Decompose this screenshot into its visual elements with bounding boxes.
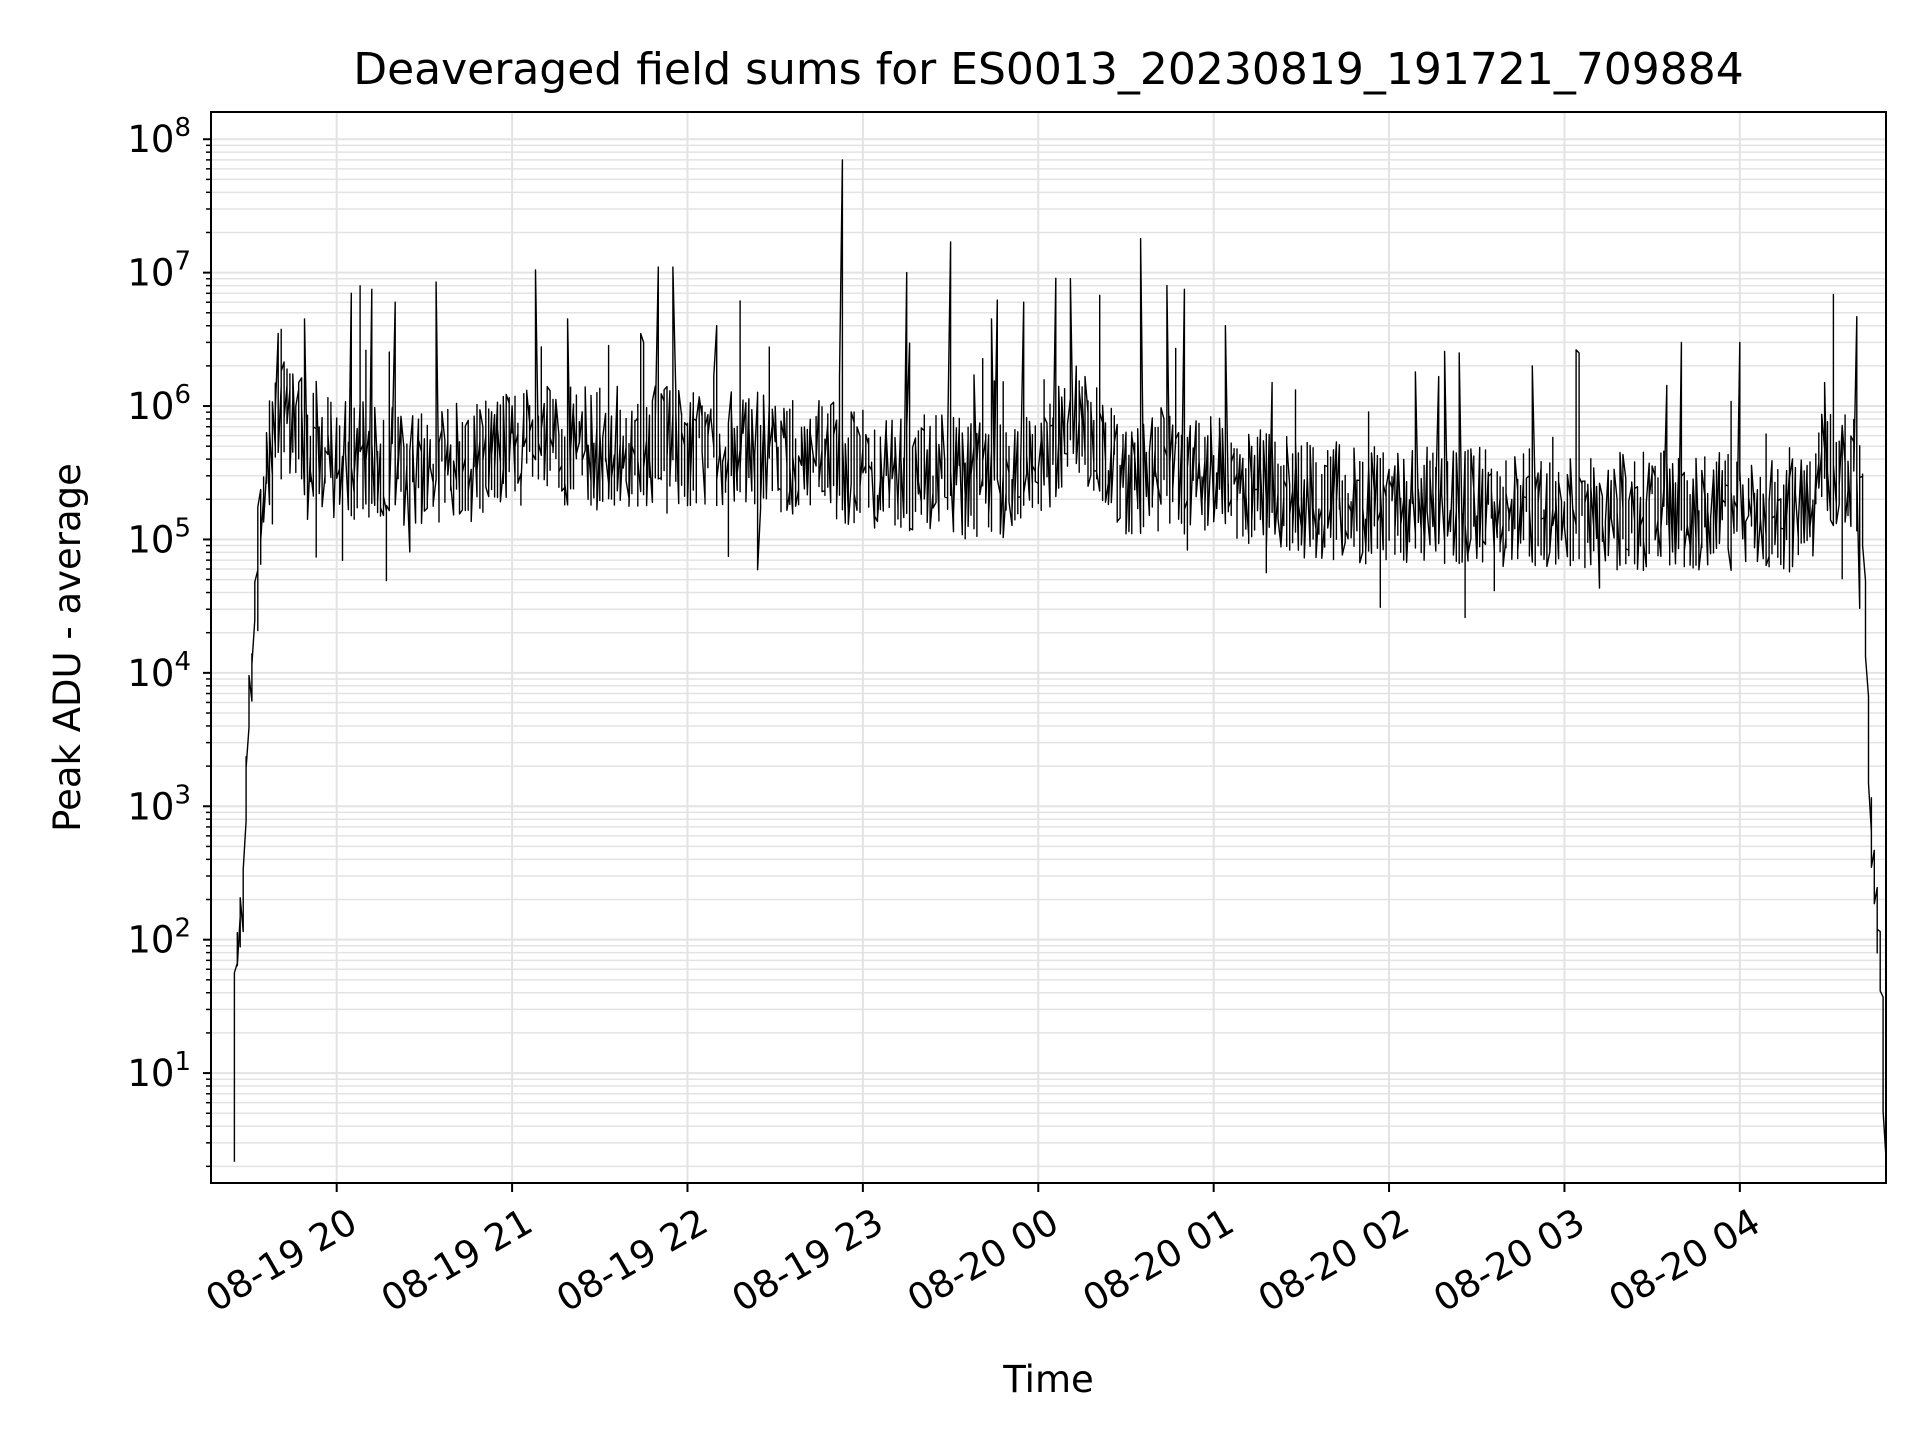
y-tick-exponent: 6 xyxy=(174,380,191,410)
y-tick-base: 10 xyxy=(127,118,174,161)
y-tick-label: 107 xyxy=(127,247,191,295)
y-tick-exponent: 3 xyxy=(174,780,191,810)
y-tick-label: 106 xyxy=(127,380,191,428)
y-tick-label: 101 xyxy=(127,1047,191,1095)
y-tick-base: 10 xyxy=(127,652,174,695)
y-tick-base: 10 xyxy=(127,785,174,828)
y-tick-label: 108 xyxy=(127,113,191,161)
y-tick-label: 104 xyxy=(127,647,191,695)
y-tick-base: 10 xyxy=(127,1052,174,1095)
y-tick-exponent: 4 xyxy=(174,647,191,677)
y-tick-base: 10 xyxy=(127,518,174,561)
y-tick-base: 10 xyxy=(127,919,174,962)
y-tick-base: 10 xyxy=(127,385,174,428)
x-axis-label: Time xyxy=(1002,1358,1094,1401)
y-tick-label: 103 xyxy=(127,780,191,828)
y-tick-exponent: 7 xyxy=(174,247,191,277)
series-layer xyxy=(233,159,1887,1162)
y-tick-exponent: 5 xyxy=(174,513,191,543)
y-tick-exponent: 8 xyxy=(174,113,191,143)
grid xyxy=(211,112,1886,1183)
plot-frame xyxy=(210,111,1887,1184)
y-tick-exponent: 2 xyxy=(174,914,191,944)
y-axis-label: Peak ADU - average xyxy=(46,463,89,832)
series-line xyxy=(233,159,1887,1162)
chart-title: Deaveraged field sums for ES0013_2023081… xyxy=(353,44,1744,95)
y-tick-exponent: 1 xyxy=(174,1047,191,1077)
y-tick-base: 10 xyxy=(127,252,174,295)
y-tick-label: 102 xyxy=(127,914,191,962)
y-tick-label: 105 xyxy=(127,513,191,561)
